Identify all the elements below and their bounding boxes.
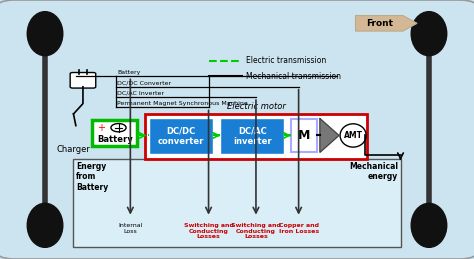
Ellipse shape: [27, 203, 63, 247]
Text: Internal
Loss: Internal Loss: [118, 223, 143, 234]
Text: Switching and
Conducting
Losses: Switching and Conducting Losses: [231, 223, 281, 239]
Text: Front: Front: [366, 19, 392, 28]
FancyBboxPatch shape: [145, 114, 367, 159]
Text: DC/AC
inverter: DC/AC inverter: [233, 126, 272, 146]
Text: DC/AC Inverter: DC/AC Inverter: [117, 91, 164, 96]
Text: Permanent Magnet Synchronous Machine: Permanent Magnet Synchronous Machine: [117, 101, 248, 106]
Ellipse shape: [411, 12, 447, 56]
Text: Energy
from
Battery: Energy from Battery: [76, 162, 108, 192]
Text: Mechanical transmission: Mechanical transmission: [246, 72, 341, 81]
Text: Battery: Battery: [117, 70, 140, 75]
Ellipse shape: [340, 124, 366, 147]
Text: DC/DC Converter: DC/DC Converter: [117, 81, 171, 85]
FancyArrow shape: [356, 16, 417, 31]
Text: +: +: [97, 123, 105, 133]
Ellipse shape: [411, 203, 447, 247]
FancyBboxPatch shape: [220, 118, 284, 154]
Text: Electric transmission: Electric transmission: [246, 56, 327, 65]
Text: AMT: AMT: [344, 131, 363, 140]
Text: Copper and
Iron Losses: Copper and Iron Losses: [279, 223, 319, 234]
Text: DC/DC
converter: DC/DC converter: [158, 126, 204, 146]
Ellipse shape: [27, 12, 63, 56]
Polygon shape: [320, 119, 339, 152]
FancyBboxPatch shape: [149, 118, 213, 154]
FancyBboxPatch shape: [73, 159, 401, 247]
Text: Mechanical
energy: Mechanical energy: [349, 162, 398, 181]
Text: M: M: [298, 129, 310, 142]
FancyBboxPatch shape: [291, 119, 317, 152]
Text: Switching and
Conducting
Losses: Switching and Conducting Losses: [183, 223, 234, 239]
Text: Electric motor: Electric motor: [227, 102, 285, 111]
FancyBboxPatch shape: [70, 73, 96, 88]
Text: Charger: Charger: [56, 145, 91, 154]
FancyBboxPatch shape: [92, 120, 137, 146]
Text: Battery: Battery: [97, 135, 133, 143]
